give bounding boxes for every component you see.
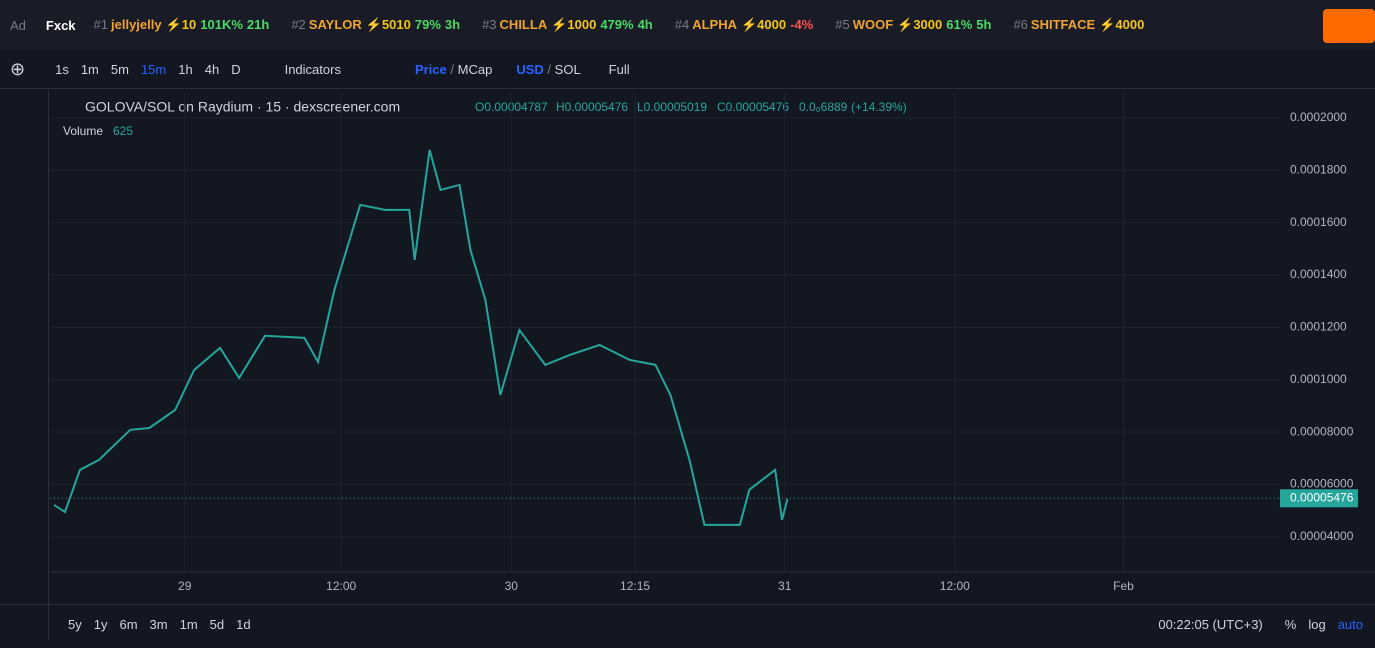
ohlc-low: L0.00005019 xyxy=(637,100,707,114)
range[interactable]: 1m xyxy=(179,616,198,632)
boost: ⚡5010 xyxy=(365,17,411,32)
boost: ⚡10 xyxy=(165,17,197,32)
age: 5h xyxy=(976,17,992,32)
age: 4h xyxy=(637,17,653,32)
y-tick-label: 0.0001200 xyxy=(1290,320,1347,334)
y-tick-label: 0.0001400 xyxy=(1290,267,1347,281)
drawing-sidebar xyxy=(0,90,49,640)
rank: #1 xyxy=(93,17,109,32)
range[interactable]: 1y xyxy=(93,616,108,632)
sol-toggle[interactable]: SOL xyxy=(554,61,581,77)
usd-toggle[interactable]: USD xyxy=(516,61,544,77)
rank: #6 xyxy=(1013,17,1028,32)
ohlc-close: C0.00005476 xyxy=(717,100,789,114)
token-name[interactable]: jellyjelly xyxy=(111,17,162,32)
rank: #4 xyxy=(674,17,690,32)
volume-value: 0.0₀6889 xyxy=(799,100,848,114)
mcap-toggle[interactable]: MCap xyxy=(457,61,493,77)
y-tick-label: 0.0001800 xyxy=(1290,162,1347,176)
age: 21h xyxy=(246,17,270,32)
clock: 00:22:05 (UTC+3) xyxy=(1158,616,1263,632)
y-tick-label: 0.0002000 xyxy=(1290,110,1347,124)
boost: ⚡4000 xyxy=(741,17,787,32)
interval[interactable]: 1s xyxy=(55,61,69,77)
x-tick-label: 31 xyxy=(778,579,792,593)
bottom-bar: 5y 1y 6m 3m 1m 5d 1d 00:22:05 (UTC+3) % log au… xyxy=(0,604,1375,643)
interval[interactable]: 15m xyxy=(140,61,167,77)
next-button[interactable] xyxy=(1323,9,1375,43)
y-tick-label: 0.00004000 xyxy=(1290,529,1354,543)
pair-title: GOLOVA/SOL on Raydium · 15 · dexscreener… xyxy=(85,99,400,115)
change: 61% xyxy=(946,17,973,32)
age: 3h xyxy=(444,17,461,32)
rank: #3 xyxy=(482,17,497,32)
x-tick-label: Feb xyxy=(1113,579,1134,593)
ranges: 5y 1y 6m 3m 1m 5d 1d xyxy=(68,617,251,632)
y-tick-label: 0.00008000 xyxy=(1290,424,1354,438)
log[interactable]: log xyxy=(1308,616,1326,632)
ad: Ad xyxy=(10,17,26,33)
y-tick-label: 0.0001000 xyxy=(1290,372,1347,386)
y-tick-label: 0.0001600 xyxy=(1290,215,1347,229)
token-name[interactable]: ALPHA xyxy=(692,17,737,32)
x-tick-label: 12:15 xyxy=(620,579,650,593)
x-tick-label: 30 xyxy=(505,579,519,593)
change: (+14.39%) xyxy=(851,100,907,114)
change: -4% xyxy=(790,17,814,32)
token-name[interactable]: CHILLA xyxy=(499,17,548,32)
last-price-label: 0.00005476 xyxy=(1290,490,1354,504)
change: 101K% xyxy=(200,17,243,32)
rank: #5 xyxy=(835,17,850,32)
token-name[interactable]: SHITFACE xyxy=(1030,17,1096,32)
boost: ⚡3000 xyxy=(897,17,943,32)
x-tick-label: 12:00 xyxy=(326,579,356,593)
y-tick-label: 0.00006000 xyxy=(1290,477,1354,491)
x-tick-label: 12:00 xyxy=(940,579,970,593)
toolbar: ⊕ 1s 1m 5m 15m 1h 4h D Indicators Price / MCap… xyxy=(0,50,1375,89)
interval[interactable]: 5m xyxy=(110,61,129,77)
change: 79% xyxy=(414,17,441,32)
percent[interactable]: % xyxy=(1284,616,1297,632)
intervals: 1s 1m 5m 15m 1h 4h D xyxy=(55,62,240,77)
last-price-tag xyxy=(1280,489,1358,508)
price-line xyxy=(53,149,789,526)
range[interactable]: 3m xyxy=(149,616,168,632)
change: 479% xyxy=(600,17,634,32)
auto[interactable]: auto xyxy=(1337,616,1363,632)
volume: 625 xyxy=(113,124,133,138)
interval[interactable]: D xyxy=(231,61,241,77)
range[interactable]: 6m xyxy=(119,616,138,632)
add-button[interactable]: ⊕ xyxy=(10,58,26,79)
rank: #2 xyxy=(291,17,306,32)
ticker-items: #1 jellyjelly ⚡10 101K% 21h #2 SAYLOR ⚡5010 79% 3… xyxy=(76,17,1149,33)
volume-label: Volume xyxy=(63,124,103,138)
ticker: Ad Fxck #1 jellyjelly ⚡10 101K% 21h #2 SAYLOR ⚡… xyxy=(0,0,1375,50)
x-tick-label: 29 xyxy=(178,579,192,593)
chart: GOLOVA/SOL on Raydium · 15 · dexscreener… xyxy=(50,92,1375,593)
fullscreen[interactable]: Full xyxy=(608,61,630,77)
range[interactable]: 1d xyxy=(236,616,251,632)
boost: ⚡1000 xyxy=(551,17,597,32)
token-name[interactable]: WOOF xyxy=(852,17,894,32)
range[interactable]: 5y xyxy=(68,616,82,632)
range[interactable]: 5d xyxy=(209,616,225,632)
interval[interactable]: 1m xyxy=(80,61,99,77)
token-name[interactable]: SAYLOR xyxy=(308,17,362,32)
indicators[interactable]: Indicators xyxy=(284,61,341,77)
price-toggle[interactable]: Price xyxy=(414,61,447,77)
ohlc-high: H0.00005476 xyxy=(556,100,628,114)
interval[interactable]: 4h xyxy=(204,61,220,77)
interval[interactable]: 1h xyxy=(178,61,193,77)
ad-name[interactable]: Fxck xyxy=(45,17,76,33)
boost: ⚡4000 xyxy=(1099,17,1145,32)
